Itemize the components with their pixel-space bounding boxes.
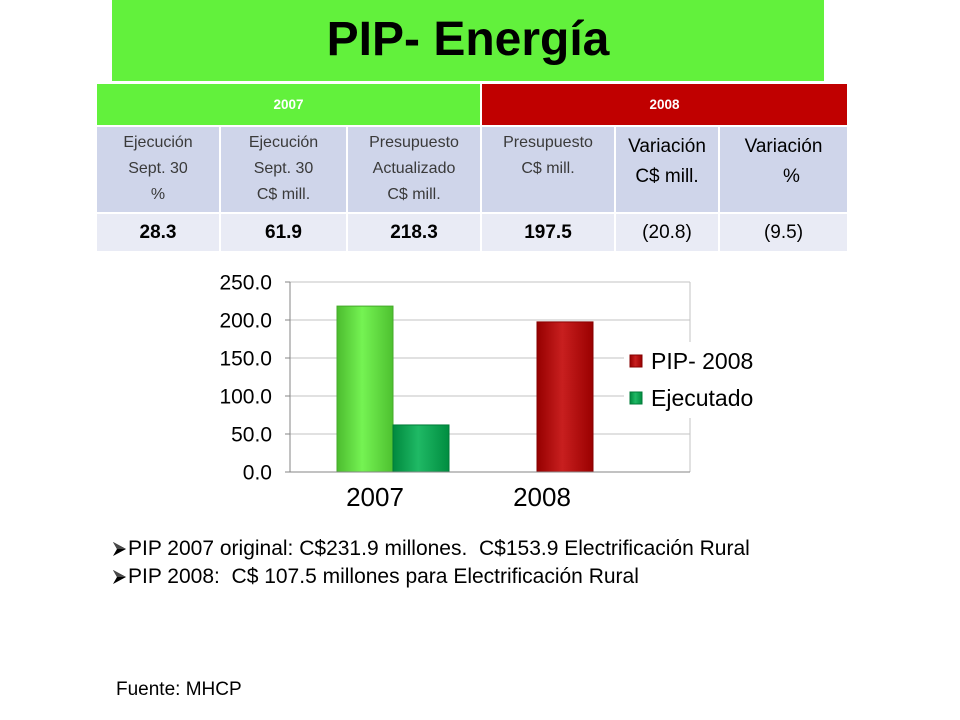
header-line: Presupuesto — [369, 134, 459, 151]
y-tick-label: 250.0 — [219, 272, 272, 295]
legend-background — [624, 342, 784, 418]
legend-label: Ejecutado — [651, 385, 753, 411]
value-ejecucion-pct: 28.3 — [97, 214, 219, 251]
arrow-bullet-icon — [113, 570, 126, 584]
bar-pip-2008-2007 — [336, 305, 394, 473]
header-line: Ejecución — [248, 134, 319, 151]
header-line: Variación — [628, 136, 706, 157]
bar-ejecutado-2007 — [392, 424, 450, 473]
header-presupuesto-2008: Presupuesto C$ mill. — [482, 127, 614, 212]
value-presupuesto-2008: 197.5 — [482, 214, 614, 251]
note-item: PIP 2008: C$ 107.5 millones para Electri… — [113, 563, 933, 591]
header-line: % — [783, 166, 800, 187]
header-line: Sept. 30 — [128, 160, 188, 177]
x-tick-label: 2007 — [346, 482, 404, 512]
bars — [336, 305, 594, 473]
header-line: C$ mill. — [635, 166, 699, 187]
header-ejecucion-mill: Ejecución Sept. 30 C$ mill. — [221, 127, 346, 212]
group-header-2007: 2007 — [97, 84, 480, 125]
legend: PIP- 2008 Ejecutado — [624, 342, 784, 418]
header-line: C$ mill. — [387, 186, 441, 203]
header-line: C$ mill. — [256, 186, 311, 203]
header-line: Variación — [744, 136, 823, 157]
value-variacion-pct: (9.5) — [720, 214, 847, 251]
y-tick-label: 50.0 — [231, 424, 272, 447]
header-variacion-pct: Variación % — [720, 127, 847, 212]
notes-list: PIP 2007 original: C$231.9 millones. C$1… — [113, 535, 933, 591]
note-text: PIP 2008: C$ 107.5 millones para Electri… — [128, 565, 639, 588]
bar-chart: 0.0 50.0 100.0 150.0 200.0 250.0 2007 2008 PIP- … — [219, 272, 784, 512]
value-variacion-mill: (20.8) — [616, 214, 718, 251]
source-note: Fuente: MHCP — [116, 679, 242, 700]
arrow-bullet-icon — [113, 542, 126, 556]
y-tick-label: 100.0 — [219, 386, 272, 409]
header-variacion-mill: Variación C$ mill. — [616, 127, 718, 212]
header-ejecucion-pct: Ejecución Sept. 30 % — [97, 127, 219, 212]
header-line: % — [150, 186, 166, 203]
value-ejecucion-mill: 61.9 — [221, 214, 346, 251]
group-header-2008: 2008 — [482, 84, 847, 125]
energy-budget-table: 2007 2008 Ejecución Sept. 30 % Ejecución… — [97, 84, 847, 251]
legend-item: PIP- 2008 — [629, 348, 753, 374]
slide-title: PIP- Energía — [326, 13, 610, 66]
legend-swatch — [629, 354, 643, 368]
y-tick-label: 200.0 — [219, 310, 272, 333]
header-line: Presupuesto — [503, 134, 593, 151]
y-tick-label: 0.0 — [243, 462, 272, 485]
legend-swatch — [629, 391, 643, 405]
note-text: PIP 2007 original: C$231.9 millones. C$1… — [128, 537, 750, 560]
y-tick-label: 150.0 — [219, 348, 272, 371]
header-presupuesto-actualizado: Presupuesto Actualizado C$ mill. — [348, 127, 480, 212]
header-line: Actualizado — [372, 160, 456, 177]
legend-label: PIP- 2008 — [651, 348, 753, 374]
header-line: Ejecución — [123, 134, 193, 151]
value-presupuesto-actualizado: 218.3 — [348, 214, 480, 251]
title-banner: PIP- Energía — [112, 0, 824, 81]
bar-pip-2008-2008 — [536, 321, 594, 473]
header-line: C$ mill. — [521, 160, 575, 177]
header-line: Sept. 30 — [253, 160, 314, 177]
legend-item: Ejecutado — [629, 385, 753, 411]
x-tick-label: 2008 — [513, 482, 571, 512]
note-item: PIP 2007 original: C$231.9 millones. C$1… — [113, 535, 933, 563]
